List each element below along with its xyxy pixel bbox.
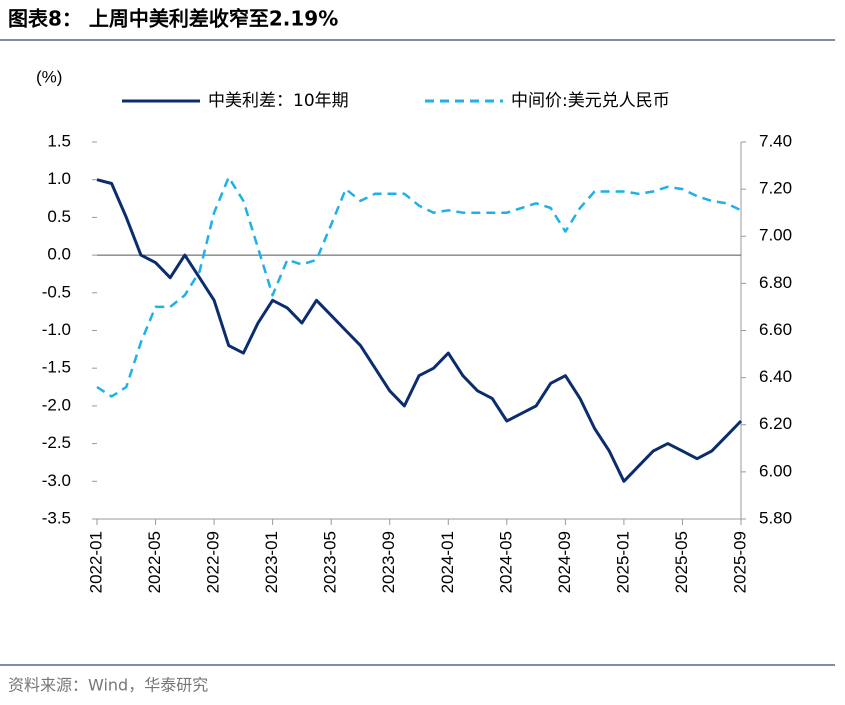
y-tick-label: 0.0 (47, 245, 71, 264)
y-tick-label: -3.0 (42, 471, 71, 490)
x-tick-label: 2024-09 (555, 531, 574, 593)
x-tick-label: 2025-05 (672, 531, 691, 593)
x-tick-label: 2022-01 (86, 531, 105, 593)
y2-tick-label: 7.20 (759, 179, 792, 198)
y-tick-label: -2.0 (42, 395, 71, 414)
y2-tick-label: 6.40 (759, 367, 792, 386)
x-tick-label: 2025-01 (613, 531, 632, 593)
y-tick-label: -3.5 (42, 508, 71, 527)
x-tick-label: 2022-09 (204, 531, 223, 593)
y2-tick-label: 6.20 (759, 414, 792, 433)
y2-tick-label: 5.80 (759, 508, 792, 527)
legend-label: 中间价:美元兑人民币 (511, 91, 670, 111)
x-tick-label: 2023-09 (379, 531, 398, 593)
y2-tick-label: 6.80 (759, 273, 792, 292)
y-tick-label: -2.5 (42, 433, 71, 452)
x-tick-label: 2022-05 (145, 531, 164, 593)
y2-tick-label: 6.60 (759, 320, 792, 339)
y-tick-label: 0.5 (47, 207, 71, 226)
y-tick-label: -0.5 (42, 282, 71, 301)
series-line (96, 178, 743, 483)
y-tick-label: 1.0 (47, 169, 71, 188)
x-tick-label: 2024-01 (438, 531, 457, 593)
source: 资料来源：Wind，华泰研究 (8, 676, 208, 695)
x-tick-label: 2025-09 (730, 531, 749, 593)
series-line (96, 176, 742, 398)
y-tick-label: 1.5 (47, 131, 71, 150)
y-tick-label: -1.0 (42, 320, 71, 339)
legend-label: 中美利差：10年期 (208, 91, 349, 111)
chart-title: 图表8： 上周中美利差收窄至2.19% (8, 7, 338, 31)
y2-tick-label: 7.40 (759, 131, 792, 150)
y-axis-label: (%) (36, 67, 62, 86)
y2-tick-label: 7.00 (759, 226, 792, 245)
x-tick-label: 2024-05 (496, 531, 515, 593)
y2-tick-label: 6.00 (759, 461, 792, 480)
x-tick-label: 2023-05 (321, 531, 340, 593)
y-tick-label: -1.5 (42, 358, 71, 377)
x-tick-label: 2023-01 (262, 531, 281, 593)
